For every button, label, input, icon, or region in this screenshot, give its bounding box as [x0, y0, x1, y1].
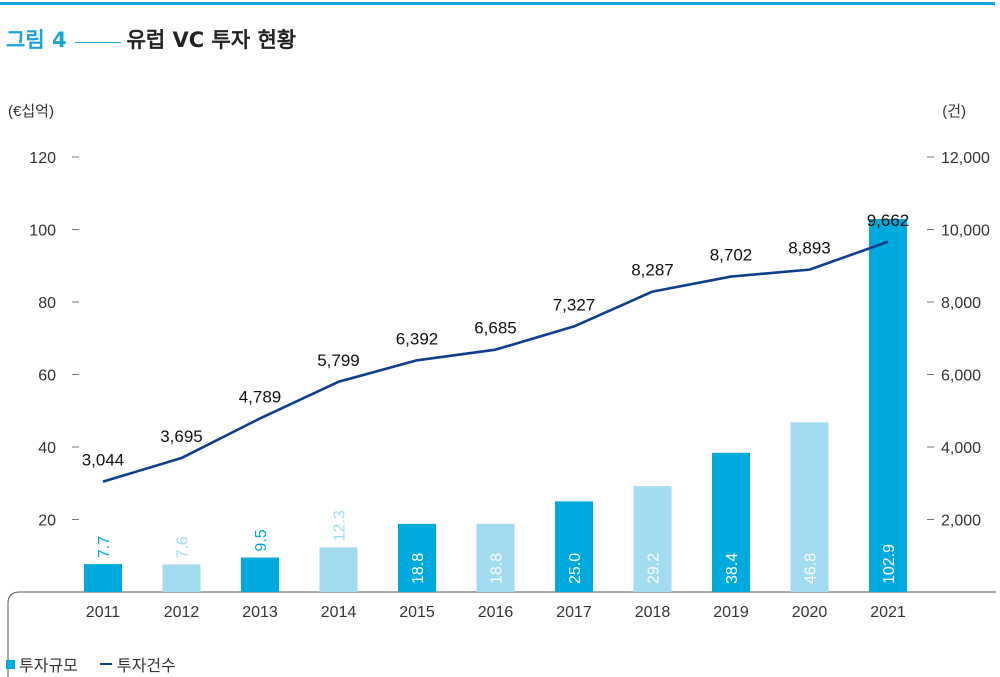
line-series — [102, 240, 889, 483]
line-value-label: 4,789 — [239, 387, 282, 406]
bar-value-label: 18.8 — [410, 553, 427, 584]
bar — [476, 523, 515, 592]
x-tick-label: 2015 — [399, 604, 435, 621]
x-tick-label: 2012 — [164, 604, 200, 621]
bar-value-label: 18.8 — [489, 553, 506, 584]
x-tick-label: 2016 — [478, 604, 514, 621]
legend: 투자규모 투자건수 — [6, 652, 198, 676]
y-right-tick-label: 8,000 — [941, 295, 981, 312]
bar-value-label: 46.8 — [803, 553, 820, 584]
bar-value-label: 102.9 — [881, 544, 898, 584]
bar — [790, 422, 829, 592]
x-tick-label: 2020 — [792, 604, 828, 621]
x-tick-label: 2021 — [870, 604, 906, 621]
bar-value-label: 7.7 — [96, 536, 113, 558]
y-left-tick-label: 100 — [29, 223, 56, 240]
top-rule — [0, 2, 995, 5]
line-value-label: 5,799 — [317, 351, 360, 370]
title-divider — [74, 42, 121, 43]
line-value-label: 6,392 — [396, 329, 439, 348]
line-value-label: 9,662 — [867, 211, 910, 230]
x-tick-label: 2013 — [242, 604, 278, 621]
x-tick-label: 2017 — [556, 604, 592, 621]
y-right-tick-label: 2,000 — [941, 513, 981, 530]
line-value-label: 7,327 — [553, 295, 596, 314]
bar-value-label: 7.6 — [175, 536, 192, 558]
x-tick-label: 2014 — [321, 604, 357, 621]
line-value-label: 8,702 — [710, 246, 753, 265]
y-right-tick-label: 4,000 — [941, 440, 981, 457]
bar-value-label: 25.0 — [567, 553, 584, 584]
legend-label-bar: 투자규모 — [19, 656, 78, 675]
y-left-tick-label: 60 — [38, 368, 56, 385]
line-value-label: 3,044 — [82, 451, 125, 470]
bar-value-label: 29.2 — [646, 553, 663, 584]
y-left-tick-label: 20 — [38, 513, 56, 530]
legend-item-line: 투자건수 — [99, 652, 176, 676]
line-value-label: 8,287 — [631, 261, 674, 280]
bar — [241, 557, 279, 592]
bar — [319, 547, 358, 592]
y-left-tick-label: 40 — [38, 440, 56, 457]
y-right-tick-label: 12,000 — [941, 150, 990, 167]
figure-title-text: 유럽 VC 투자 현황 — [126, 28, 297, 52]
line-value-label: 3,695 — [160, 427, 203, 446]
bar — [555, 501, 593, 592]
legend-swatch-line — [99, 663, 112, 665]
x-tick-label: 2018 — [635, 604, 671, 621]
legend-label-line: 투자건수 — [116, 656, 176, 675]
legend-item-bar: 투자규모 — [6, 652, 78, 676]
bar-value-label: 12.3 — [332, 510, 349, 541]
bar-value-label: 38.4 — [724, 553, 741, 584]
bar — [162, 564, 201, 592]
y-left-tick-label: 120 — [29, 150, 56, 167]
bar-value-label: 9.5 — [253, 529, 270, 551]
x-tick-label: 2011 — [86, 604, 121, 621]
y-left-tick-label: 80 — [38, 295, 56, 312]
y-right-tick-label: 6,000 — [941, 368, 981, 385]
bar — [712, 452, 750, 592]
y-right-tick-label: 10,000 — [941, 223, 990, 240]
bar — [84, 564, 122, 592]
figure-title: 그림 4 유럽 VC 투자 현황 — [6, 24, 296, 54]
y-left-axis-label: (€십억) — [8, 103, 54, 120]
legend-swatch-bar — [6, 659, 15, 669]
bar — [398, 523, 436, 592]
x-tick-label: 2019 — [713, 604, 749, 621]
y-right-axis-label: (건) — [942, 103, 966, 120]
line-value-label: 8,893 — [788, 239, 831, 258]
x-axis-baseline — [7, 591, 996, 677]
bar — [869, 218, 907, 593]
figure-number: 그림 4 — [6, 28, 67, 52]
line-value-label: 6,685 — [474, 319, 517, 338]
bar — [633, 486, 672, 592]
